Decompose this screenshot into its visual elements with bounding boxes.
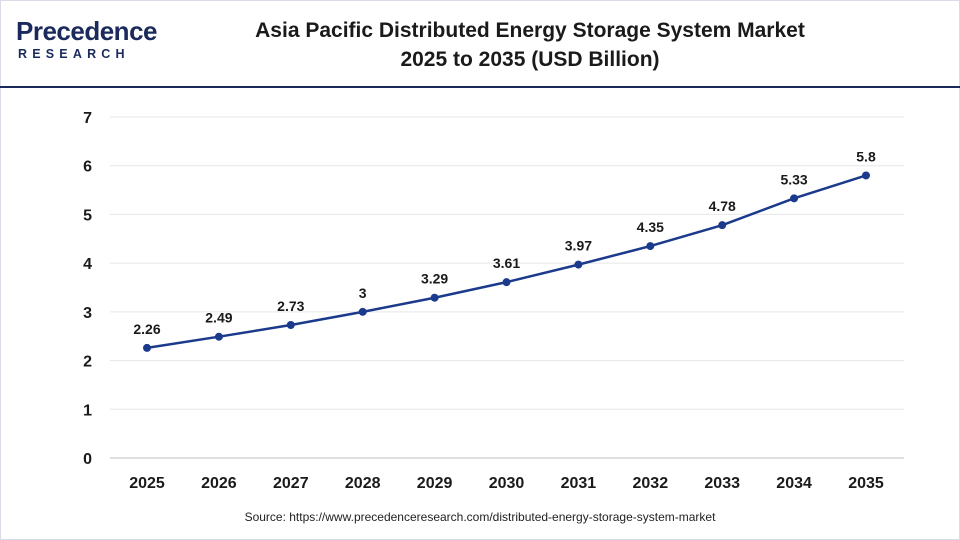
x-tick-label: 2028 [345,475,381,492]
data-point [790,194,799,203]
data-label: 5.33 [780,171,807,187]
x-tick-label: 2030 [489,475,525,492]
x-tick-label: 2034 [776,475,812,492]
y-tick-label: 2 [83,354,92,371]
x-tick-label: 2032 [633,475,669,492]
data-label: 3.29 [421,271,448,287]
y-tick-label: 0 [83,451,92,468]
y-tick-label: 7 [83,110,92,127]
x-tick-label: 2035 [848,475,884,492]
chart-title: Asia Pacific Distributed Energy Storage … [190,16,870,74]
data-label: 3.61 [493,255,520,271]
x-tick-label: 2029 [417,475,453,492]
data-point [430,293,439,302]
x-tick-label: 2026 [201,475,237,492]
data-label: 2.49 [205,310,232,326]
y-tick-label: 1 [83,402,92,419]
data-label: 4.35 [637,219,664,235]
data-point [286,321,295,330]
chart-title-line-2: 2025 to 2035 (USD Billion) [400,48,660,71]
x-tick-label: 2031 [561,475,597,492]
data-point [502,278,511,287]
data-point [358,307,367,316]
brand-logo: Precedence RESEARCH [16,16,166,66]
data-point [214,332,223,341]
y-tick-label: 4 [83,256,92,273]
data-label: 3.97 [565,238,592,254]
y-tick-label: 5 [83,207,92,224]
logo-wordmark: Precedence [16,16,157,46]
data-point [646,242,655,251]
x-tick-label: 2027 [273,475,309,492]
y-tick-label: 3 [83,305,92,322]
header: Precedence RESEARCH Asia Pacific Distrib… [0,0,960,86]
x-tick-label: 2033 [704,475,740,492]
y-tick-label: 6 [83,159,92,176]
data-label: 3 [359,285,367,301]
logo-subtitle: RESEARCH [18,47,130,61]
data-label: 4.78 [709,198,736,214]
source-note: Source: https://www.precedenceresearch.c… [244,510,716,524]
data-point [143,343,151,352]
data-point [862,171,870,180]
x-tick-label: 2025 [129,475,165,492]
data-point [718,221,727,230]
data-label: 2.26 [133,321,160,337]
line-chart: 0 1 2 3 4 5 6 7 2025 2026 2027 2028 2029 2030 2031 2032… [83,110,904,492]
header-divider [0,86,960,88]
data-label: 5.8 [856,148,876,164]
data-label: 2.73 [277,298,304,314]
data-point [574,260,583,269]
chart-title-line-1: Asia Pacific Distributed Energy Storage … [255,19,805,42]
